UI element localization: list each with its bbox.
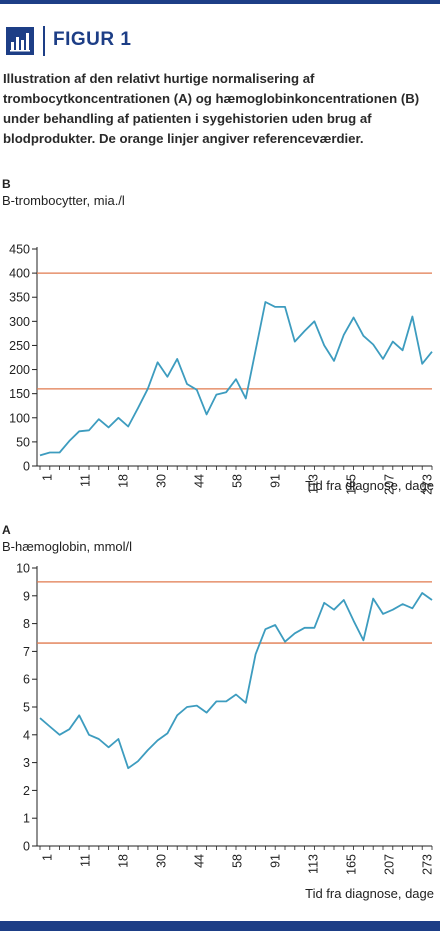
chart-a-y-tick-label: 1 [23, 812, 30, 826]
chart-a-y-tick-label: 2 [23, 784, 30, 798]
chart-a-y-tick-label: 5 [23, 701, 30, 715]
chart-a-series-line [39, 592, 433, 770]
chart-b-y-axis-label: B-trombocytter, mia./l [2, 193, 125, 208]
chart-a-x-tick-label: 113 [306, 854, 320, 874]
chart-b-x-tick-label: 11 [78, 474, 92, 487]
chart-b-x-tick-label: 91 [268, 474, 282, 488]
header-top-rule [0, 0, 440, 4]
figure-header: FIGUR 1 [0, 0, 440, 62]
chart-a-panel-label: A [2, 523, 11, 537]
chart-b-x-tick-label: 113 [306, 474, 320, 494]
chart-b-x-tick-label: 1 [40, 474, 54, 481]
chart-b-x-axis-label: Tid fra diagnose, dage [305, 478, 434, 493]
chart-a-y-tick-label: 4 [23, 728, 30, 742]
chart-b-x-tick-label: 30 [154, 474, 168, 488]
chart-a-x-tick-label: 207 [382, 854, 396, 875]
figure-caption: Illustration af den relativt hurtige nor… [3, 71, 420, 146]
chart-b-x-tick-label: 44 [192, 474, 206, 488]
chart-b-y-tick-label: 0 [23, 460, 30, 474]
chart-b-y-tick-label: 450 [9, 243, 30, 257]
chart-a-x-tick-label: 58 [230, 854, 244, 868]
chart-a-x-tick-label: 1 [40, 854, 54, 861]
chart-b-y-tick-label: 150 [9, 387, 30, 401]
figure-title: FIGUR 1 [53, 29, 132, 50]
footer-rule [0, 921, 440, 931]
chart-a-y-tick-label: 9 [23, 589, 30, 603]
header-divider [43, 26, 45, 56]
chart-b-x-tick-label: 58 [230, 474, 244, 488]
chart-b-y-tick-label: 350 [9, 291, 30, 305]
chart-a-y-tick-label: 0 [23, 840, 30, 854]
chart-a-y-tick-label: 3 [23, 756, 30, 770]
chart-b-y-tick-label: 200 [9, 363, 30, 377]
chart-a-y-tick-label: 8 [23, 617, 30, 631]
chart-a-x-axis-label: Tid fra diagnose, dage [305, 886, 434, 901]
chart-b-x-tick-label: 207 [382, 474, 396, 495]
chart-a-x-tick-label: 18 [116, 854, 130, 868]
chart-b-y-tick-label: 400 [9, 267, 30, 281]
chart-b-y-tick-label: 300 [9, 315, 30, 329]
chart-b-panel-label: B [2, 177, 11, 191]
chart-b-x-tick-label: 18 [116, 474, 130, 488]
chart-a-x-tick-label: 44 [192, 854, 206, 868]
chart-a-x-tick-label: 273 [420, 854, 434, 875]
chart-a-y-axis-label: B-hæmoglobin, mmol/l [2, 539, 132, 554]
chart-a-x-tick-label: 91 [268, 854, 282, 868]
chart-a-x-tick-label: 165 [344, 854, 358, 875]
chart-b-y-tick-label: 50 [16, 435, 30, 449]
chart-b-x-tick-label: 273 [420, 474, 434, 495]
chart-b-y-tick-label: 100 [9, 411, 30, 425]
bar-chart-icon [6, 27, 34, 55]
chart-b-series-line [39, 301, 433, 457]
chart-a-x-tick-label: 30 [154, 854, 168, 868]
chart-b-x-tick-label: 165 [344, 474, 358, 495]
chart-a-y-tick-label: 10 [16, 562, 30, 576]
chart-b-y-tick-label: 250 [9, 339, 30, 353]
chart-a-y-tick-label: 7 [23, 645, 30, 659]
chart-a-y-tick-label: 6 [23, 673, 30, 687]
chart-a-x-tick-label: 11 [78, 854, 92, 867]
